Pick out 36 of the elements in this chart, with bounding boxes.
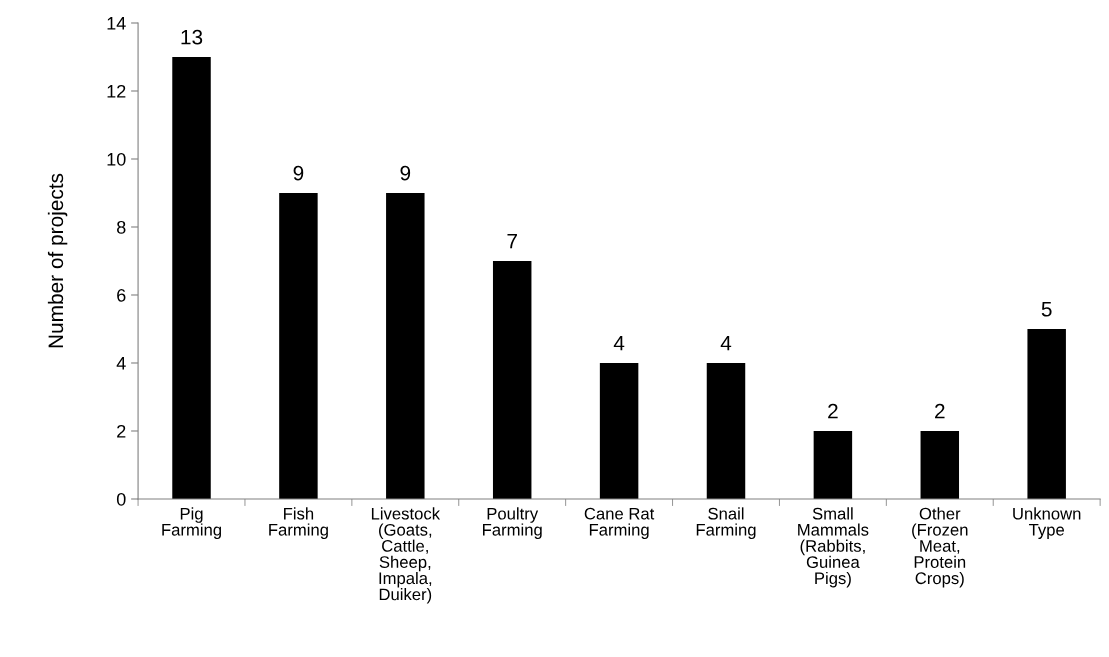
bar (279, 192, 318, 499)
x-tick-label: Snail Farming (696, 507, 756, 539)
y-tick-label: 12 (107, 84, 126, 98)
bar (920, 430, 960, 499)
data-label: 4 (720, 336, 732, 351)
data-label: 9 (400, 165, 411, 181)
data-label: 2 (935, 403, 945, 419)
y-tick-label: 0 (116, 492, 126, 506)
y-tick-label: 8 (117, 220, 126, 234)
y-tick-label: 4 (116, 357, 126, 370)
data-label: 13 (181, 29, 203, 45)
data-label: 4 (613, 336, 625, 351)
data-label: 2 (828, 403, 838, 419)
bar (492, 260, 532, 499)
x-tick-label: Pig Farming (162, 507, 222, 539)
bar (599, 362, 639, 499)
y-axis-title: Number of projects (47, 173, 68, 348)
bar (706, 362, 746, 499)
x-tick-label: Poultry Farming (483, 507, 542, 539)
x-tick-label: Fish Farming (269, 507, 328, 539)
x-tick-label: Unknown Type (1013, 507, 1081, 539)
y-tick-label: 2 (117, 424, 126, 438)
x-tick-label: Small Mammals (Rabbits, Guinea Pigs) (798, 507, 869, 588)
data-label: 7 (507, 234, 517, 249)
bar (172, 56, 211, 499)
bar (813, 430, 853, 499)
bar (1027, 328, 1066, 499)
y-tick-label: 6 (117, 288, 126, 302)
bar (386, 192, 425, 499)
x-tick-label: Livestock (Goats, Cattle, Sheep, Impala, Duiker) (371, 507, 441, 604)
data-label: 5 (1041, 302, 1052, 317)
y-tick-label: 14 (107, 17, 126, 30)
x-tick-label: Other (Frozen Meat, Protein Crops) (912, 507, 968, 588)
data-label: 9 (293, 165, 304, 181)
y-tick-label: 10 (107, 152, 126, 166)
x-tick-label: Cane Rat Farming (584, 507, 655, 539)
